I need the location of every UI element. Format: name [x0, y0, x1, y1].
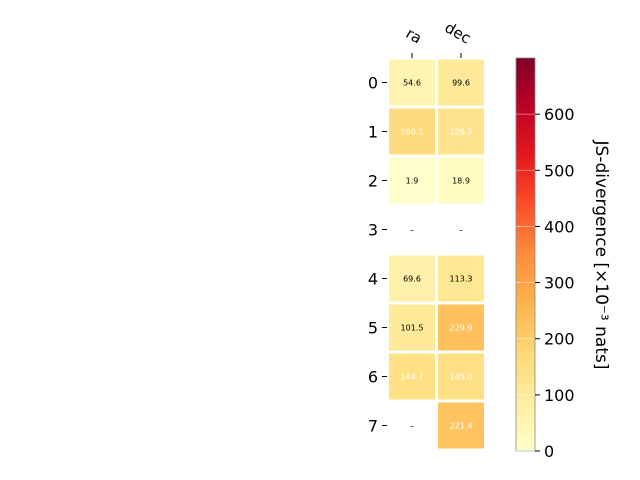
colorbar-tick-label: 600 — [544, 105, 575, 124]
heatmap-cell — [435, 399, 487, 452]
cell-label: 144.7 — [401, 373, 424, 382]
colorbar-gradient — [515, 57, 536, 452]
cell-label: 229.9 — [450, 324, 473, 333]
cell-label: 69.6 — [403, 275, 421, 284]
colorbar-tick-label: 300 — [544, 274, 575, 293]
row-label: 6 — [368, 368, 378, 387]
heatmap-cell — [435, 154, 487, 207]
colorbar-tick-label: 500 — [544, 161, 575, 180]
column-label: ra — [403, 24, 425, 47]
colorbar-tick-label: 400 — [544, 217, 575, 236]
cell-label: 1.9 — [406, 177, 419, 186]
row-label: 7 — [368, 417, 378, 436]
cell-label: – — [410, 226, 414, 235]
colorbar-tick-label: 0 — [544, 442, 554, 461]
row-labels: 0 1 2 3 4 5 6 7 — [368, 74, 387, 436]
colorbar: 0 100 200 300 400 500 600 — [515, 57, 575, 461]
cell-label: 101.5 — [401, 324, 424, 333]
cell-label: – — [410, 422, 414, 431]
row-label: 0 — [368, 74, 378, 93]
heatmap-cell — [435, 252, 487, 305]
heatmap-cell — [435, 301, 487, 354]
cell-label: 99.6 — [452, 79, 470, 88]
column-label: dec — [442, 18, 474, 47]
cell-label: 18.9 — [452, 177, 470, 186]
row-label: 1 — [368, 123, 378, 142]
row-label: 5 — [368, 319, 378, 338]
row-label: 3 — [368, 221, 378, 240]
cell-label: – — [459, 226, 463, 235]
cell-label: 113.3 — [450, 275, 473, 284]
heatmap-cell — [435, 105, 487, 158]
cell-label: 221.4 — [450, 422, 473, 431]
colorbar-label: JS-divergence [×10⁻³ nats] — [591, 140, 611, 370]
heatmap-cell — [386, 154, 438, 207]
row-label: 2 — [368, 172, 378, 191]
heatmap-cells: 54.6 99.6 160.1 126.5 1.9 18.9 – – 69.6 113.3 101.… — [386, 56, 487, 452]
column-labels: ra dec — [403, 18, 474, 58]
row-label: 4 — [368, 270, 378, 289]
cell-label: 160.1 — [401, 128, 424, 137]
cell-label: 126.5 — [450, 128, 473, 137]
colorbar-tick-label: 100 — [544, 386, 575, 405]
cell-label: 145.0 — [450, 373, 473, 382]
cell-label: 54.6 — [403, 79, 421, 88]
colorbar-tick-label: 200 — [544, 330, 575, 349]
